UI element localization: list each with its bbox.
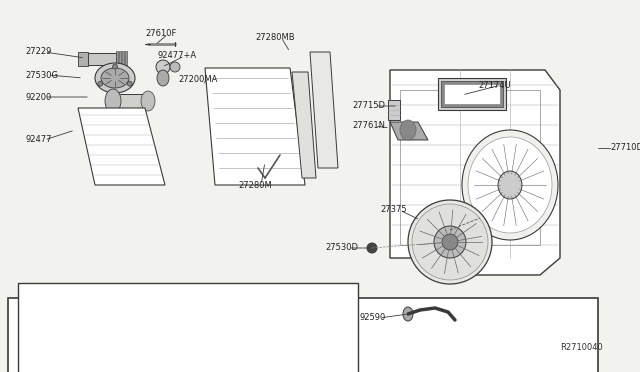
Bar (116, 51, 118, 67)
Bar (78, 52, 88, 66)
Ellipse shape (462, 130, 558, 240)
Ellipse shape (113, 64, 118, 69)
Text: 27280M: 27280M (238, 180, 272, 189)
Text: 92590: 92590 (360, 314, 387, 323)
Polygon shape (390, 122, 428, 140)
Ellipse shape (157, 70, 169, 86)
Ellipse shape (498, 171, 522, 199)
Bar (444, 84, 500, 104)
Text: 27229: 27229 (25, 48, 51, 57)
Text: 92477+A: 92477+A (158, 51, 197, 61)
Bar (18, 283, 358, 372)
Text: 92477: 92477 (25, 135, 51, 144)
Text: 27280MB: 27280MB (255, 33, 294, 42)
Ellipse shape (408, 200, 492, 284)
Bar (88, 53, 116, 65)
Ellipse shape (367, 243, 377, 253)
Bar (438, 78, 506, 110)
Bar (115, 94, 150, 108)
Polygon shape (78, 108, 165, 185)
Text: 27174U: 27174U (478, 80, 511, 90)
Ellipse shape (170, 62, 180, 72)
Ellipse shape (141, 91, 155, 111)
Polygon shape (310, 52, 338, 168)
Ellipse shape (95, 63, 135, 93)
Ellipse shape (434, 226, 466, 258)
Bar (122, 51, 124, 67)
Ellipse shape (127, 81, 132, 86)
Ellipse shape (468, 137, 552, 233)
Polygon shape (390, 70, 560, 275)
Ellipse shape (442, 234, 458, 250)
Polygon shape (292, 72, 316, 178)
Bar (119, 51, 121, 67)
Text: 27610F: 27610F (145, 29, 177, 38)
Bar (8, 298, 598, 372)
Polygon shape (205, 68, 305, 185)
Bar (441, 81, 503, 107)
Bar (388, 100, 400, 120)
Ellipse shape (105, 89, 121, 113)
Text: 92200: 92200 (25, 93, 51, 102)
Text: 27200MA: 27200MA (178, 74, 218, 83)
Text: R2710040: R2710040 (560, 343, 603, 353)
Text: 27530G: 27530G (25, 71, 58, 80)
Text: 27375: 27375 (380, 205, 406, 215)
Text: 27715D: 27715D (352, 102, 385, 110)
Ellipse shape (101, 68, 129, 88)
Ellipse shape (98, 81, 103, 86)
Ellipse shape (412, 204, 488, 280)
Text: 27530D: 27530D (325, 244, 358, 253)
Ellipse shape (400, 120, 416, 140)
Text: 27710D: 27710D (610, 144, 640, 153)
Ellipse shape (403, 307, 413, 321)
Text: 27761N: 27761N (352, 122, 385, 131)
Ellipse shape (156, 60, 170, 74)
Bar (400, 90, 540, 245)
Bar (125, 51, 127, 67)
